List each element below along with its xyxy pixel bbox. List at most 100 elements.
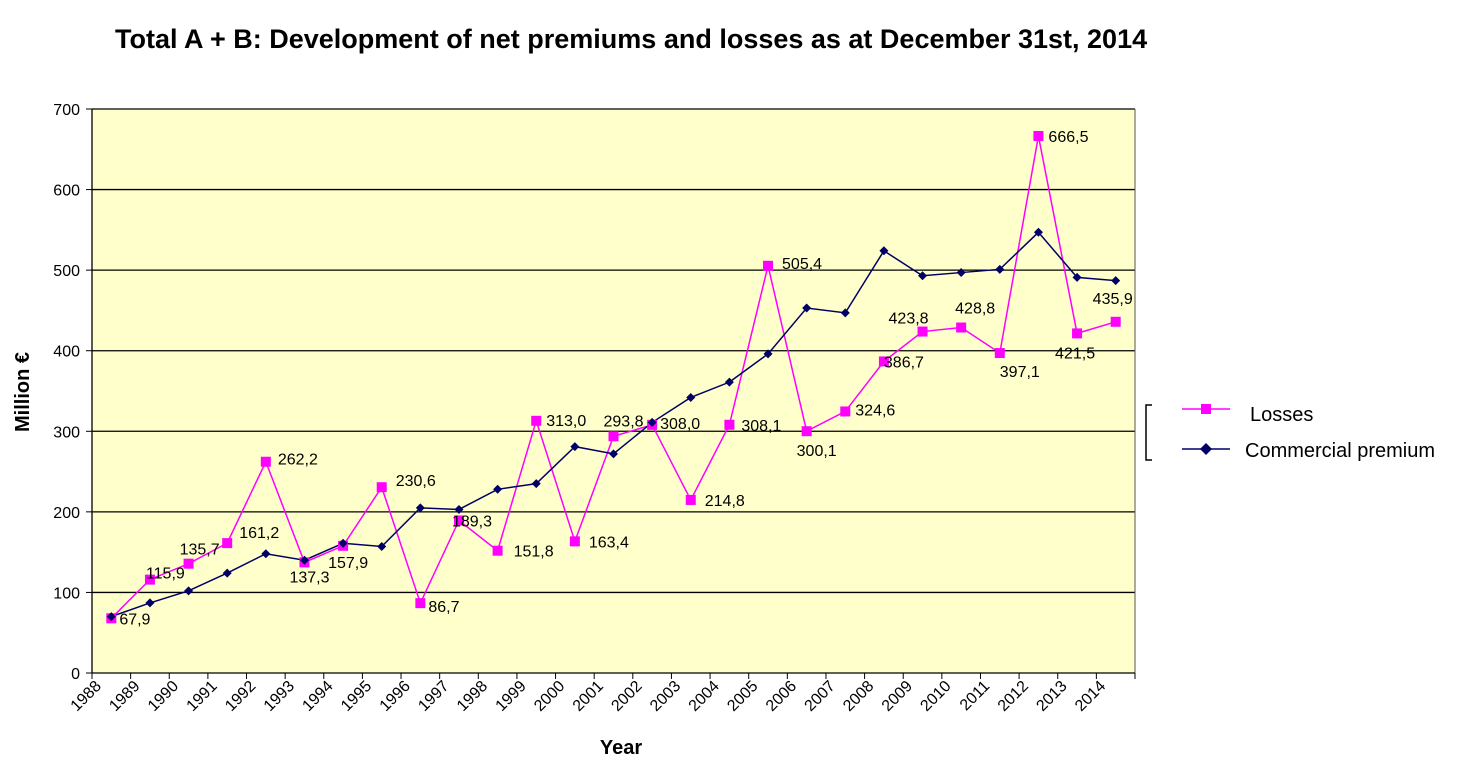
losses-point (724, 419, 735, 430)
commercial-premium-point (995, 264, 1005, 274)
y-tick-label: 400 (53, 344, 80, 361)
commercial-premium-point (840, 308, 850, 318)
commercial-premium-point (1072, 272, 1082, 282)
commercial-premium-point (106, 612, 116, 622)
losses-data-label: 666,5 (1048, 129, 1088, 146)
losses-data-label: 313,0 (546, 413, 586, 430)
losses-point (415, 598, 426, 609)
legend-premium-label: Commercial premium (1245, 440, 1435, 462)
losses-point (376, 482, 387, 493)
commercial-premium-point (145, 598, 155, 608)
x-tick-label: 2012 (995, 678, 1032, 715)
y-tick-label: 600 (53, 183, 80, 200)
x-tick-label: 1998 (454, 678, 491, 715)
losses-data-label: 67,9 (119, 611, 150, 628)
losses-point (260, 456, 271, 467)
x-tick-label: 2011 (957, 678, 993, 714)
y-tick-label: 700 (53, 102, 80, 119)
losses-data-label: 428,8 (955, 301, 995, 318)
losses-point (1072, 328, 1083, 339)
losses-data-label: 435,9 (1093, 291, 1133, 308)
losses-data-label: 86,7 (428, 599, 459, 616)
losses-point (685, 494, 696, 505)
y-axis-title: Million € (12, 352, 34, 432)
losses-point (569, 536, 580, 547)
losses-data-label: 230,6 (396, 473, 436, 490)
losses-data-label: 157,9 (328, 555, 368, 572)
legend-bracket (1145, 404, 1152, 461)
commercial-premium-point (377, 542, 387, 552)
losses-point (878, 356, 889, 367)
commercial-premium-point (415, 503, 425, 513)
y-tick-label: 200 (53, 505, 80, 522)
series (106, 130, 1121, 624)
losses-data-label: 137,3 (289, 569, 329, 586)
losses-data-label: 135,7 (180, 542, 220, 559)
losses-point (531, 415, 542, 426)
x-tick-label: 2003 (647, 678, 684, 715)
x-tick-label: 1997 (415, 678, 452, 715)
commercial-premium-point (956, 268, 966, 278)
losses-data-label: 324,6 (855, 402, 895, 419)
plot-area (92, 109, 1135, 673)
legend[interactable]: Losses Commercial premium (1145, 404, 1435, 462)
x-tick-label: 1999 (493, 678, 530, 715)
losses-data-label: 214,8 (705, 493, 745, 510)
commercial-premium-point (570, 442, 580, 452)
x-tick-label: 1988 (68, 678, 105, 715)
losses-point (1033, 130, 1044, 141)
losses-point (917, 326, 928, 337)
losses-data-label: 300,1 (797, 443, 837, 460)
y-tick-label: 300 (53, 424, 80, 441)
x-tick-label: 1996 (377, 678, 414, 715)
losses-data-label: 115,9 (146, 566, 185, 583)
losses-data-label: 293,8 (604, 413, 644, 430)
commercial-premium-point (686, 392, 696, 402)
losses-data-label: 421,5 (1055, 345, 1095, 362)
losses-data-label: 308,0 (660, 416, 700, 433)
x-tick-label: 2001 (570, 678, 607, 715)
losses-point (801, 426, 812, 437)
x-tick-label: 1994 (299, 678, 336, 715)
losses-data-label: 386,7 (884, 354, 924, 371)
losses-point (1110, 316, 1121, 327)
losses-point (956, 322, 967, 333)
commercial-premium-point (763, 349, 773, 359)
legend-item-commercial-premium[interactable]: Commercial premium (1182, 440, 1435, 462)
x-tick-label: 1993 (261, 678, 298, 715)
commercial-premium-point (1033, 227, 1043, 237)
commercial-premium-point (338, 538, 348, 548)
commercial-premium-point (879, 246, 889, 256)
losses-data-label: 163,4 (589, 534, 629, 551)
commercial-premium-point (222, 568, 232, 578)
commercial-premium-point (647, 417, 657, 427)
x-tick-label: 2002 (608, 678, 645, 715)
losses-data-label: 397,1 (1000, 364, 1040, 381)
legend-premium-marker (1200, 443, 1212, 455)
x-tick-label: 1992 (222, 678, 259, 715)
x-tick-label: 2000 (531, 678, 568, 715)
losses-point (492, 545, 503, 556)
losses-data-label: 423,8 (889, 311, 929, 328)
x-tick-label: 1989 (106, 678, 143, 715)
losses-data-label: 505,4 (782, 256, 822, 273)
losses-point (144, 574, 155, 585)
losses-point (183, 558, 194, 569)
x-tick-label: 2007 (802, 678, 839, 715)
x-axis-title: Year (600, 737, 642, 759)
chart-title: Total A + B: Development of net premiums… (115, 24, 1148, 54)
x-tick-label: 2004 (686, 678, 723, 715)
losses-data-label: 161,2 (239, 525, 279, 542)
losses-point (453, 515, 464, 526)
losses-data-label: 151,8 (514, 544, 554, 561)
commercial-premium-point (184, 586, 194, 596)
commercial-premium-point (1111, 276, 1121, 286)
x-tick-label: 2008 (840, 678, 877, 715)
commercial-premium-point (918, 271, 928, 281)
legend-losses-marker (1201, 404, 1211, 414)
x-tick-label: 2014 (1072, 678, 1109, 715)
x-tick-label: 1990 (145, 678, 182, 715)
legend-item-losses[interactable]: Losses (1182, 404, 1313, 426)
